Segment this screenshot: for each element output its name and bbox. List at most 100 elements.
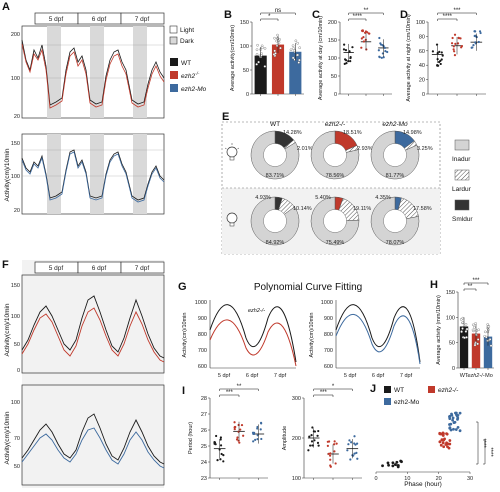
g-right-ytick: 900 [324,316,333,322]
h-xtick-mut: ezh2-/- [467,373,484,379]
j-point [449,422,453,426]
h-bar-0 [459,326,469,368]
a-top-ytick-0: 200 [11,32,20,38]
c-point [381,52,384,55]
b-point [296,53,299,57]
g-right-ytick: 600 [324,364,333,370]
b-point [274,52,277,55]
h-point [476,338,480,341]
j-point [386,461,390,465]
g-left-ytick: 600 [198,364,207,370]
i-amp-point [327,452,330,455]
g-left-mut-curve [209,319,297,367]
h-bar-1 [471,333,481,368]
j-point [456,417,459,421]
f-bottom-ytick-0: 100 [11,400,20,406]
pie-group-label: ezh2-Mo [382,121,408,128]
j-point [448,442,452,446]
i-period-point [256,427,259,430]
pie-dark-smldur-pct: 5.40% [315,195,331,201]
pie-light-inadur-pct: 81.77% [386,173,405,179]
g-ylabel-right: Activity(cm)/10min [309,313,315,358]
g-left-ytick: 1000 [195,300,207,306]
d-point [436,64,439,67]
h-sig-0: ** [468,284,473,290]
h-point [465,336,468,339]
b-point [289,48,293,51]
g-right-xtick: 6 dpf [372,373,385,379]
j-point [451,418,455,422]
pie-legend: Inadur Lardur Smldur [452,139,473,223]
c-point [343,43,346,46]
h-point [464,323,468,326]
h-point [473,326,476,329]
j-point [448,426,452,430]
f-top-ytick-2: 50 [14,342,20,348]
h-point [465,327,469,331]
h-point [472,323,475,327]
f-top-ytick-0: 150 [11,283,20,289]
pie-group-label: ezh2-/- [325,121,346,128]
a-day-label-5: 5 dpf [49,16,64,23]
i-amp-point [329,465,332,468]
h-point [461,327,464,330]
i-amp-sig-1: * [332,384,335,390]
h-ytick: 150 [446,290,455,296]
b-point [291,44,295,47]
dark-bulb-icon [226,212,238,227]
c-ytick: 50 [331,74,337,80]
g-left-xtick: 5 dpf [218,373,231,379]
i-amp-point [329,452,332,455]
j-point [449,428,453,432]
c-point [349,60,352,63]
g-right-mo-curve [335,314,421,365]
i-period-point [254,438,257,441]
panel-e: E WT 83.71% 14.28% 2.01% 84.92% 4.93% 10.14% ez… [221,111,473,255]
i-period-point [236,436,239,439]
d-point [460,46,463,49]
h-point [461,321,465,324]
b-point [273,49,276,53]
c-point [366,31,369,34]
d-letter: D [400,9,408,21]
c-point [380,56,383,59]
j-point [445,432,448,436]
c-point [348,50,351,53]
j-point [451,416,455,420]
j-point [391,464,395,468]
b-sig-1: ns [275,8,281,14]
j-legend-mut-label: ezh2-/- [438,387,459,394]
h-point [484,330,487,334]
b-point [291,56,295,60]
c-point [351,46,354,49]
c-point [344,49,348,52]
legend-lardur-swatch [454,169,470,181]
i-amp-point [355,451,358,455]
a-ylabel: Activity(cm)/10min [4,148,11,201]
a-bottom-ytick-2: 20 [14,208,20,214]
i-amp-point [308,435,311,438]
d-point [453,50,456,53]
pie-dark-2-slice-inadur [370,196,420,246]
d-point [441,54,444,57]
b-bar-0 [254,55,267,94]
f-top-ylabel: Activity(cm)/10min [4,303,11,356]
i-amp-point [317,444,320,447]
j-point [448,414,452,418]
d-point [450,42,454,45]
j-point [441,441,445,445]
c-ytick: 100 [328,56,337,62]
j-legend-mo-label: ezh2-Mo [394,399,420,406]
i-amp-point [353,435,356,438]
pie-dark-smldur-pct: 4.93% [255,195,271,201]
i-period-point [260,437,263,441]
j-point [439,443,443,447]
legend-dark-label: Dark [180,38,194,45]
pie-group-label: WT [270,121,280,128]
i-period-ytick: 26 [201,428,207,434]
a-top-wt-trace [21,39,165,106]
a-top-ytick-1: 100 [11,76,20,82]
d-point [453,33,457,36]
i-amp-point [333,440,336,443]
pie-dark-inadur-pct: 84.92% [266,240,285,246]
